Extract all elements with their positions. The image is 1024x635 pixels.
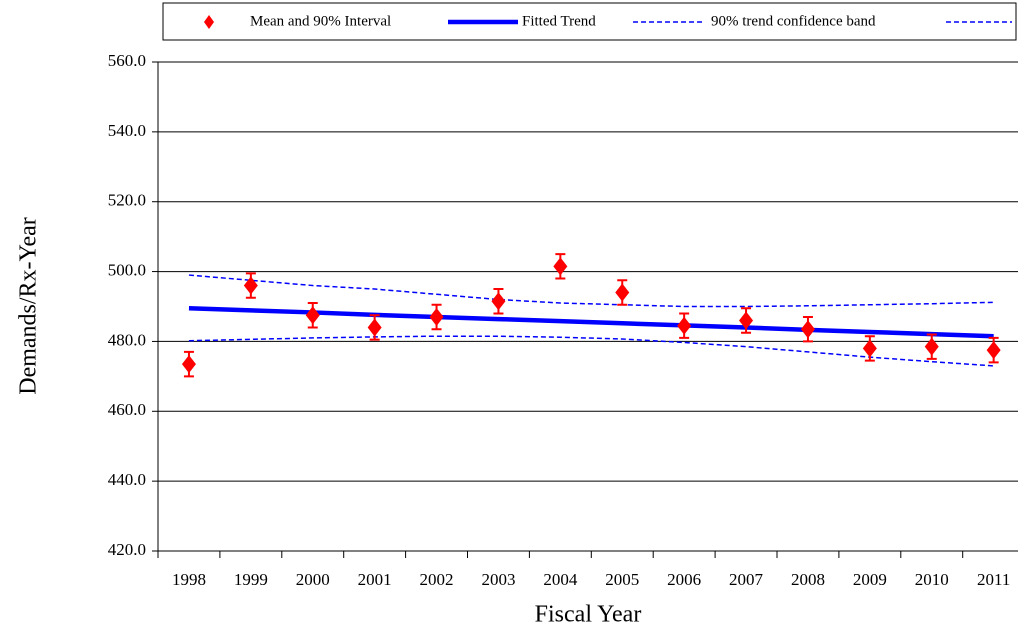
x-tick-label: 2008 <box>791 570 825 589</box>
mean-marker <box>677 316 692 335</box>
legend-label: Mean and 90% Interval <box>250 13 391 29</box>
x-tick-label: 2009 <box>853 570 887 589</box>
y-tick-label: 440.0 <box>108 470 146 489</box>
x-tick-label: 2005 <box>605 570 639 589</box>
trend-line <box>188 305 994 339</box>
mean-marker <box>181 355 196 374</box>
mean-marker <box>553 257 568 276</box>
mean-marker <box>243 276 258 295</box>
mean-marker <box>800 320 815 339</box>
x-tick-label: 1999 <box>234 570 268 589</box>
y-tick-label: 520.0 <box>108 191 146 210</box>
mean-marker <box>491 292 506 311</box>
x-tick-label: 2004 <box>543 570 578 589</box>
legend-box <box>162 2 1017 41</box>
y-axis-title: Demands/Rx-Year <box>16 217 42 395</box>
x-tick-label: 2011 <box>977 570 1010 589</box>
mean-marker <box>305 306 320 325</box>
x-axis-title: Fiscal Year <box>535 602 642 628</box>
y-tick-label: 420.0 <box>108 540 146 559</box>
y-tick-label: 560.0 <box>108 51 146 70</box>
mean-marker <box>986 341 1001 360</box>
x-tick-label: 2001 <box>358 570 392 589</box>
mean-marker <box>924 337 939 356</box>
y-tick-label: 540.0 <box>108 121 146 140</box>
mean-marker <box>739 311 754 330</box>
legend-marker <box>204 15 214 29</box>
legend-label: Fitted Trend <box>522 13 596 29</box>
mean-marker <box>429 307 444 326</box>
x-tick-label: 1998 <box>172 570 206 589</box>
x-tick-label: 2007 <box>729 570 764 589</box>
mean-marker <box>862 339 877 358</box>
y-tick-label: 500.0 <box>108 260 146 279</box>
x-tick-label: 2002 <box>420 570 454 589</box>
y-tick-label: 460.0 <box>108 400 146 419</box>
band-lower <box>188 335 994 367</box>
legend-label: 90% trend confidence band <box>711 13 876 29</box>
band-upper <box>188 274 994 308</box>
x-tick-label: 2003 <box>481 570 515 589</box>
mean-marker <box>615 283 630 302</box>
x-tick-label: 2006 <box>667 570 701 589</box>
mean-marker <box>367 318 382 337</box>
y-tick-label: 480.0 <box>108 330 146 349</box>
x-tick-label: 2010 <box>915 570 949 589</box>
x-tick-label: 2000 <box>296 570 330 589</box>
